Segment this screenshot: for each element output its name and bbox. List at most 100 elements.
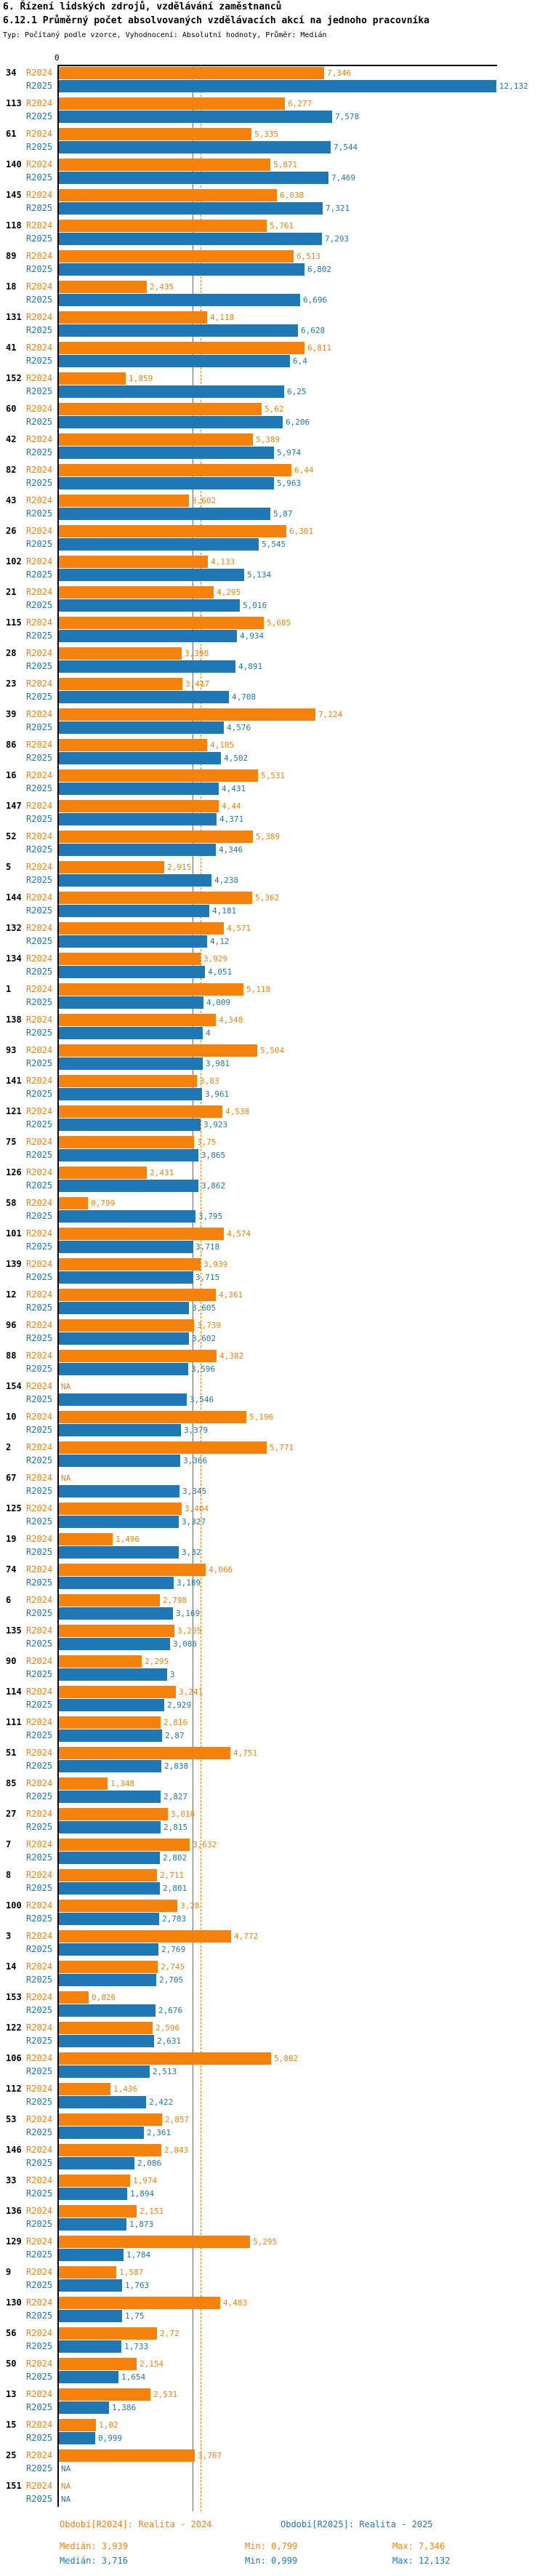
bar-value-r2025: 3,862	[201, 1181, 226, 1191]
bar-value-r2025: 5,974	[277, 448, 302, 457]
bar-r2024	[59, 403, 262, 415]
bar-value-r2025: 1,763	[125, 2281, 150, 2290]
bar-r2025	[59, 1485, 179, 1497]
bar-r2024	[59, 2113, 162, 2126]
bar-r2025	[59, 538, 259, 551]
bar-r2024	[59, 2358, 137, 2370]
series-label-r2024: R2024	[26, 617, 53, 628]
row-id-label: 86	[6, 740, 17, 750]
bar-r2024	[59, 1350, 217, 1362]
bar-value-r2025: 3,795	[198, 1212, 223, 1221]
bar-value-r2024: 5,295	[253, 2237, 278, 2247]
bar-value-r2024: 2,711	[160, 1871, 185, 1880]
row-id-label: 89	[6, 251, 17, 261]
series-label-r2025: R2025	[26, 2494, 53, 2504]
bar-value-r2025: 6,802	[307, 265, 332, 274]
bar-r2025	[59, 1516, 179, 1528]
bar-r2024	[59, 1503, 182, 1515]
bar-r2025	[59, 844, 216, 856]
series-label-r2024: R2024	[26, 801, 53, 811]
series-label-r2024: R2024	[26, 68, 53, 78]
series-label-r2024: R2024	[26, 495, 53, 505]
bar-r2025	[59, 416, 283, 428]
bar-value-r2025: 4,181	[212, 906, 237, 916]
bar-r2025	[59, 2065, 150, 2078]
row-id-label: 61	[6, 129, 17, 139]
series-label-r2025: R2025	[26, 1608, 53, 1618]
row-id-label: 13	[6, 2389, 17, 2399]
indicator-title: 6.12.1 Průměrný počet absolvovaných vzdě…	[3, 15, 429, 26]
row-id-label: 146	[6, 2145, 22, 2155]
bar-value-r2025: 3,086	[173, 1639, 198, 1649]
series-label-r2024: R2024	[26, 281, 53, 292]
bar-value-r2024: NA	[61, 1473, 71, 1483]
bar-value-r2024: 2,798	[163, 1596, 187, 1605]
series-label-r2024: R2024	[26, 129, 53, 139]
bar-value-r2025: 2,802	[163, 1853, 187, 1863]
series-label-r2025: R2025	[26, 1058, 53, 1068]
row-id-label: 132	[6, 923, 22, 933]
row-id-label: 16	[6, 770, 17, 780]
bar-r2025	[59, 1546, 179, 1559]
bar-r2025	[59, 905, 209, 917]
bar-value-r2024: 5,685	[267, 618, 291, 628]
series-label-r2024: R2024	[26, 465, 53, 475]
series-label-r2025: R2025	[26, 967, 53, 977]
bar-value-r2025: 3,546	[190, 1395, 214, 1404]
bar-value-r2025: 2,838	[164, 1761, 189, 1771]
bar-r2025	[59, 1088, 202, 1100]
bar-r2024	[59, 2236, 250, 2248]
series-label-r2024: R2024	[26, 587, 53, 597]
bar-value-r2024: 4,066	[209, 1565, 233, 1575]
bar-r2025	[59, 1668, 167, 1681]
series-label-r2025: R2025	[26, 875, 53, 885]
series-label-r2025: R2025	[26, 1150, 53, 1160]
row-id-label: 112	[6, 2084, 22, 2094]
series-label-r2025: R2025	[26, 569, 53, 580]
row-id-label: 50	[6, 2359, 17, 2369]
bar-value-r2024: 2,154	[140, 2359, 164, 2369]
bar-value-r2025: 2,783	[162, 1914, 187, 1924]
row-id-label: 153	[6, 1992, 22, 2002]
bar-value-r2025: 3,366	[183, 1456, 208, 1465]
bar-r2025	[59, 172, 328, 184]
bar-r2024	[59, 495, 189, 507]
bar-r2024	[59, 1991, 89, 2004]
bar-r2024	[59, 1441, 267, 1454]
row-id-label: 60	[6, 404, 17, 414]
bar-r2025	[59, 599, 240, 612]
row-id-label: 56	[6, 2328, 17, 2338]
bar-value-r2024: 5,389	[256, 832, 280, 841]
bar-value-r2025: 5,545	[262, 540, 286, 549]
bar-value-r2024: 3,404	[185, 1504, 209, 1513]
series-label-r2024: R2024	[26, 2481, 53, 2491]
bar-r2025	[59, 2218, 126, 2231]
series-label-r2024: R2024	[26, 1992, 53, 2002]
bar-r2025	[59, 1882, 160, 1895]
row-id-label: 25	[6, 2450, 17, 2460]
bar-r2025	[59, 1119, 201, 1131]
series-label-r2024: R2024	[26, 2420, 53, 2430]
series-label-r2024: R2024	[26, 1259, 53, 1269]
series-label-r2024: R2024	[26, 190, 53, 200]
bar-r2024	[59, 647, 182, 660]
bar-value-r2025: 7,578	[335, 112, 360, 121]
series-label-r2025: R2025	[26, 2280, 53, 2290]
bar-value-r2024: 4,295	[217, 588, 241, 597]
row-id-label: 135	[6, 1625, 22, 1636]
bar-value-r2024: 2,151	[140, 2207, 164, 2216]
row-id-label: 151	[6, 2481, 22, 2491]
row-id-label: 8	[6, 1870, 12, 1880]
row-id-label: 10	[6, 1412, 17, 1422]
bar-value-r2024: 3,28	[180, 1901, 200, 1911]
series-label-r2025: R2025	[26, 2127, 53, 2137]
row-id-label: 28	[6, 648, 17, 658]
series-label-r2025: R2025	[26, 2463, 53, 2473]
bar-r2025	[59, 1699, 164, 1711]
bar-r2024	[59, 800, 219, 812]
row-id-label: 6	[6, 1595, 12, 1605]
bar-r2025	[59, 2279, 122, 2292]
bar-r2024	[59, 2388, 150, 2401]
series-label-r2025: R2025	[26, 2402, 53, 2412]
bar-value-r2025: 2,676	[158, 2006, 183, 2015]
